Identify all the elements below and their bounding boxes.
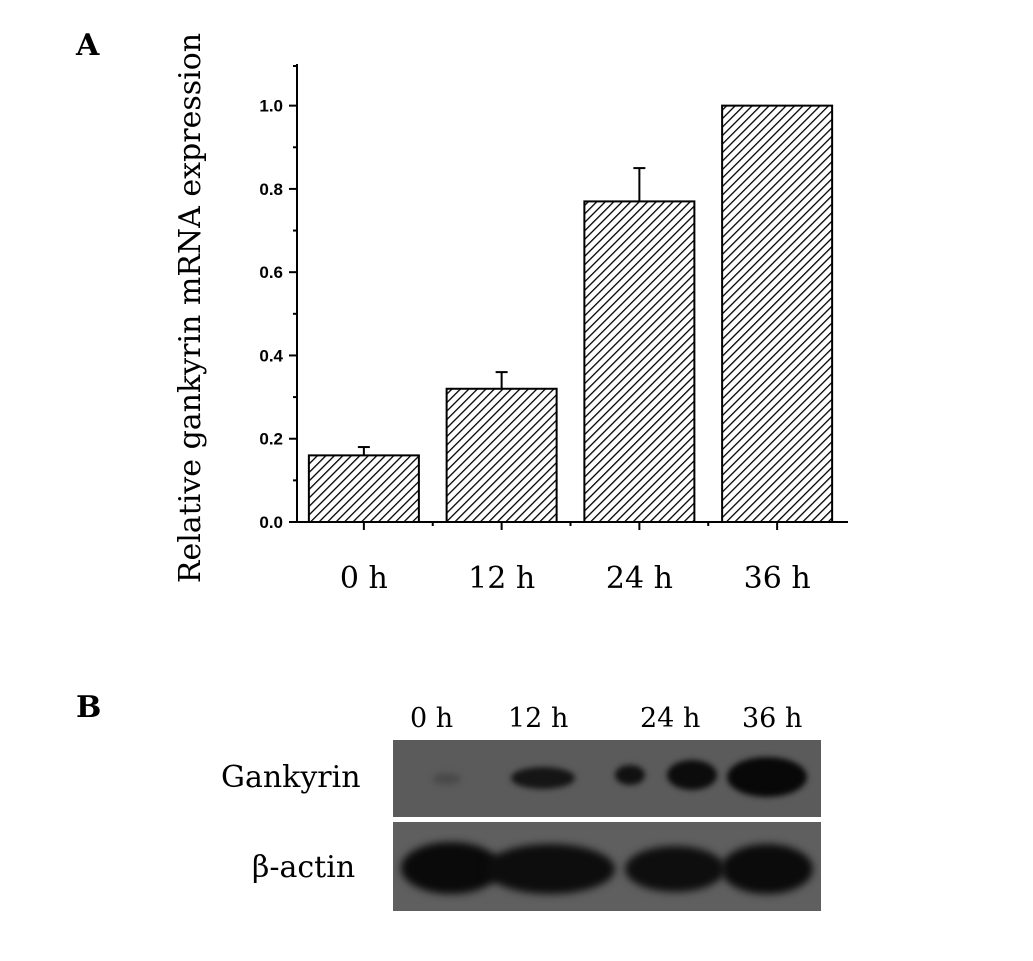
gankyrin-band-24h-b [667, 760, 717, 790]
gankyrin-band-12h [511, 767, 575, 789]
panel-a-letter: A [76, 28, 100, 63]
actin-band-36h [721, 844, 813, 894]
y-tick-label: 1.0 [259, 97, 283, 116]
y-tick-label: 0.4 [259, 346, 283, 365]
beta-actin-blot [393, 822, 821, 911]
gankyrin-blot [393, 740, 821, 817]
y-axis-title: Relative gankyrin mRNA expression [173, 33, 208, 583]
lane-label-12h: 12 h [508, 703, 569, 734]
y-tick-label: 0.6 [259, 263, 283, 282]
lane-label-24h: 24 h [640, 703, 701, 734]
panel-b-letter: B [76, 690, 102, 725]
y-tick-label: 0.0 [259, 513, 283, 532]
x-tick-label: 24 h [606, 561, 673, 596]
actin-band-12h [485, 844, 615, 894]
x-tick-label: 0 h [340, 561, 388, 596]
x-tick-label: 12 h [468, 561, 535, 596]
lane-label-36h: 36 h [742, 703, 803, 734]
gankyrin-band-0h [433, 773, 461, 785]
row-label-beta-actin: β-actin [252, 850, 356, 885]
row-label-gankyrin: Gankyrin [221, 760, 361, 795]
bar-0h [307, 454, 420, 523]
lane-label-0h: 0 h [410, 703, 454, 734]
gankyrin-band-24h-a [615, 765, 645, 785]
x-tick-label: 36 h [744, 561, 811, 596]
y-tick-label: 0.8 [259, 180, 283, 199]
actin-band-24h [625, 846, 725, 892]
actin-band-0h [401, 842, 501, 894]
bar-24h [583, 200, 696, 523]
gankyrin-band-36h [727, 757, 807, 797]
bar-chart: 0.0 0.2 0.4 0.6 0.8 1.0 0 h 12 h 24 h 36 h Relati… [173, 33, 848, 596]
bar-12h [445, 387, 558, 523]
bar-36h [721, 104, 834, 524]
y-tick-label: 0.2 [259, 430, 283, 449]
